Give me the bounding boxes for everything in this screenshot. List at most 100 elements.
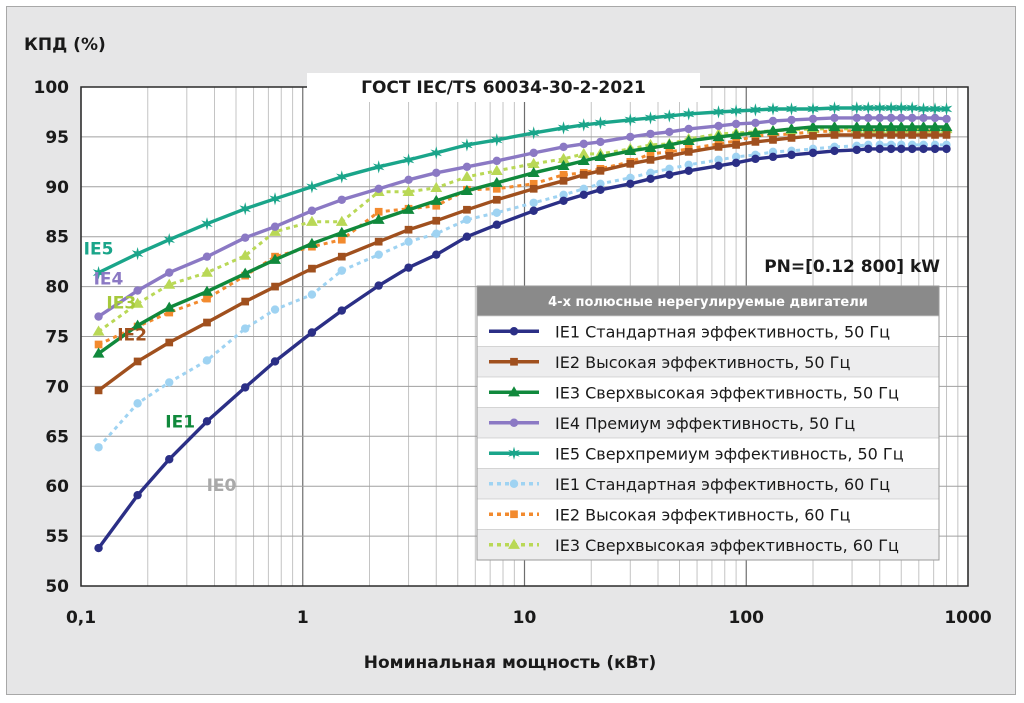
data-point [579,139,588,149]
data-point [163,301,176,312]
data-point [461,138,473,152]
data-point [665,164,674,174]
y-tick-label: 75 [45,328,69,348]
data-point [165,268,174,277]
data-point [92,325,105,336]
data-point [510,357,518,366]
legend-row: IE1 Стандартная эффективность, 50 Гц [476,315,940,347]
data-point [133,490,142,500]
data-point [240,383,250,392]
data-point [940,120,953,132]
data-point [133,357,142,366]
data-point [596,137,605,147]
curve-label-ie2: IE2 [117,325,147,345]
data-point [646,156,655,164]
x-tick-label: 100 [729,608,765,628]
data-point [875,144,884,154]
x-tick-label: 0,1 [66,608,96,628]
data-point [731,158,741,168]
legend-label: IE3 Сверхвысокая эффективность, 60 Гц [555,536,899,555]
data-point [626,132,635,142]
data-point [463,205,471,214]
data-point [730,104,742,118]
data-point [714,161,723,171]
data-point [509,479,519,488]
legend-row: IE2 Высокая эффективность, 50 Гц [476,346,940,378]
data-point [906,120,919,132]
data-point [577,147,590,159]
y-tick-label: 90 [45,178,69,198]
data-point [917,102,930,116]
data-point [663,138,676,150]
data-point [335,215,348,226]
data-point [529,148,538,158]
data-point [557,152,570,164]
data-point [527,126,540,140]
data-point [529,184,538,193]
data-point [337,252,346,261]
series-2 [94,131,951,395]
y-tick-label: 70 [45,377,69,397]
chart-title: ГОСТ IEC/TS 60034-30-2-2021 [361,78,646,98]
data-point [785,122,798,134]
data-point [887,131,895,139]
data-point [919,144,928,154]
series-1 [94,144,951,553]
series-4 [94,113,951,321]
data-point [929,102,941,116]
data-point [337,195,346,204]
y-tick-label: 55 [45,527,69,547]
data-point [462,162,472,172]
data-point [852,131,861,139]
legend-row: IE3 Сверхвысокая эффективность, 60 Гц [476,529,940,561]
data-point [886,113,896,123]
data-point [626,173,635,183]
series-3 [92,120,953,358]
legend-label: IE1 Стандартная эффективность, 50 Гц [555,322,890,341]
data-point [133,286,142,295]
chart-title-box [307,73,700,102]
data-point [559,190,568,199]
data-point [596,166,605,175]
data-point [559,176,568,185]
data-point [239,267,252,278]
data-point [768,152,778,162]
data-point [785,102,798,116]
data-point [767,102,779,116]
data-point [374,281,383,290]
data-point [751,154,760,164]
data-point [201,285,213,296]
data-point [907,113,917,123]
data-point [335,226,348,237]
data-point [305,237,318,248]
data-point [930,144,940,154]
y-axis-title: КПД (%) [24,35,106,55]
data-point [430,194,443,205]
data-point [594,116,607,130]
x-tick-label: 1000 [944,608,991,628]
data-point [527,166,540,177]
data-point [730,128,743,140]
data-point [731,119,741,129]
series-5 [92,101,953,280]
data-point [684,124,693,134]
x-axis-title: Номинальная мощность (кВт) [364,653,656,673]
data-point [492,208,501,217]
data-point [307,206,317,215]
data-point [940,102,953,116]
data-point [527,157,540,169]
data-point [529,198,538,207]
legend-row: IE4 Премиум эффективность, 50 Гц [476,407,940,439]
data-point [682,107,695,121]
data-point [942,144,951,154]
data-point [644,111,657,125]
data-point [732,141,740,149]
data-point [897,144,906,154]
data-point [751,138,760,146]
data-point [308,264,316,273]
data-point [864,113,873,123]
data-point [897,131,906,139]
data-point [201,266,213,277]
data-point [202,417,212,426]
